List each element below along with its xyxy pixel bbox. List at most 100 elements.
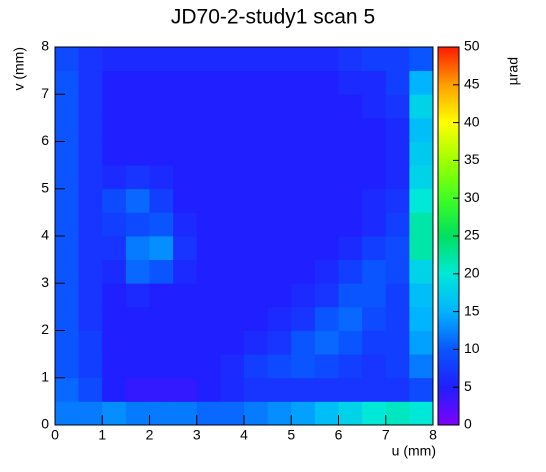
heat-cell: [385, 306, 410, 331]
heat-cell: [220, 188, 245, 213]
heat-cell: [291, 401, 316, 426]
heat-cell: [173, 306, 198, 331]
heat-cell: [149, 188, 174, 213]
heat-cell: [196, 188, 221, 213]
heat-cell: [149, 47, 174, 72]
heat-cell: [338, 47, 363, 72]
heat-cell: [385, 236, 410, 261]
heat-cell: [291, 330, 316, 355]
heat-cell: [244, 141, 269, 166]
heat-cell: [196, 377, 221, 402]
z-tick-label: 35: [464, 151, 480, 167]
heat-cell: [149, 354, 174, 379]
heat-cell: [338, 117, 363, 142]
z-tick-label: 40: [464, 113, 480, 129]
heat-cell: [338, 141, 363, 166]
heat-cell: [220, 354, 245, 379]
heat-cell: [314, 377, 339, 402]
heat-cell: [196, 117, 221, 142]
heat-cell: [338, 259, 363, 284]
heat-cell: [409, 377, 434, 402]
x-axis-label: u (mm): [392, 443, 436, 459]
heat-cell: [102, 94, 127, 119]
heat-cell: [149, 94, 174, 119]
heat-cell: [173, 330, 198, 355]
heat-cell: [149, 377, 174, 402]
heat-cell: [385, 330, 410, 355]
heat-cell: [409, 354, 434, 379]
heat-cell: [173, 236, 198, 261]
heat-cell: [102, 165, 127, 190]
heat-cell: [102, 70, 127, 95]
y-tick-label: 6: [41, 132, 49, 148]
heat-cell: [55, 306, 80, 331]
heat-cell: [78, 117, 103, 142]
heat-cell: [125, 401, 150, 426]
heat-cell: [362, 306, 387, 331]
heat-cell: [196, 70, 221, 95]
heat-cell: [338, 354, 363, 379]
heat-cell: [409, 94, 434, 119]
heat-cell: [102, 259, 127, 284]
heat-cell: [362, 141, 387, 166]
heat-cell: [267, 306, 292, 331]
heat-cell: [173, 354, 198, 379]
heat-cell: [291, 236, 316, 261]
heat-cell: [244, 165, 269, 190]
heat-cell: [102, 354, 127, 379]
heat-cell: [291, 141, 316, 166]
x-tick-label: 6: [335, 427, 343, 443]
heat-cell: [78, 354, 103, 379]
heat-cell: [149, 117, 174, 142]
y-tick-label: 5: [41, 179, 49, 195]
heat-cell: [196, 212, 221, 237]
heat-cell: [125, 165, 150, 190]
heat-cell: [78, 188, 103, 213]
heat-cell: [102, 188, 127, 213]
z-tick-label: 5: [464, 378, 472, 394]
heat-cell: [244, 117, 269, 142]
heat-cell: [196, 283, 221, 308]
heat-cell: [362, 283, 387, 308]
heat-cell: [314, 94, 339, 119]
heat-cell: [362, 47, 387, 72]
heat-cell: [385, 283, 410, 308]
heat-cell: [244, 330, 269, 355]
heat-cell: [314, 236, 339, 261]
heat-cell: [55, 165, 80, 190]
heat-cell: [55, 117, 80, 142]
heat-cell: [125, 212, 150, 237]
heat-cell: [173, 141, 198, 166]
heat-cell: [314, 117, 339, 142]
heat-cell: [55, 330, 80, 355]
heat-cell: [220, 306, 245, 331]
heat-cell: [196, 354, 221, 379]
heat-cell: [149, 330, 174, 355]
heat-cell: [125, 354, 150, 379]
heat-cell: [314, 188, 339, 213]
heat-cell: [102, 117, 127, 142]
heat-cell: [314, 47, 339, 72]
heat-cell: [173, 165, 198, 190]
heat-cell: [291, 165, 316, 190]
heat-cell: [409, 165, 434, 190]
heat-cell: [149, 236, 174, 261]
heat-cell: [125, 236, 150, 261]
heat-cell: [244, 354, 269, 379]
heat-cell: [267, 188, 292, 213]
heat-cell: [314, 212, 339, 237]
z-tick-label: 25: [464, 227, 480, 243]
heat-cell: [102, 47, 127, 72]
heat-cell: [338, 70, 363, 95]
heat-cell: [173, 212, 198, 237]
heat-cell: [125, 47, 150, 72]
heat-cell: [409, 212, 434, 237]
heat-cell: [149, 259, 174, 284]
heat-cell: [125, 94, 150, 119]
heat-cell: [173, 283, 198, 308]
heat-cell: [55, 94, 80, 119]
heat-cell: [55, 70, 80, 95]
heat-cell: [385, 259, 410, 284]
heat-cell: [196, 94, 221, 119]
